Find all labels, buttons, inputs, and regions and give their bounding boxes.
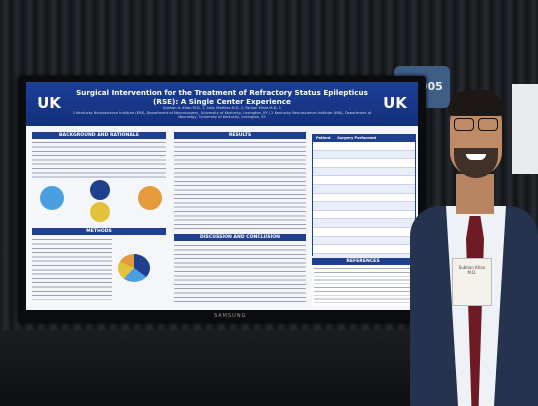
author-affiliations: 1 Kentucky Neuroscience Institute (KNI),…: [72, 110, 372, 120]
glasses-lens-right: [478, 118, 498, 131]
poster-authors: Subhan A. Khan M.D. 1, Sally Mathias M.D…: [66, 106, 378, 120]
diagram-circle-navy: [90, 180, 110, 200]
table-header: Patient Surgery Performed: [313, 135, 415, 142]
poster-title: Surgical Intervention for the Treatment …: [76, 88, 368, 106]
uk-logo-right: UK: [383, 94, 407, 112]
table-row: [313, 150, 415, 160]
poster-screen: UK UK Surgical Intervention for the Trea…: [26, 82, 418, 310]
references-text: [314, 267, 412, 304]
references-box: REFERENCES: [312, 258, 414, 306]
table-row: [313, 228, 415, 237]
methods-heading: METHODS: [32, 228, 166, 235]
table-row: [313, 142, 415, 151]
glasses-lens-left: [454, 118, 474, 131]
smile: [466, 154, 486, 160]
diagram-circle-yellow: [90, 202, 110, 222]
discussion-heading: DISCUSSION AND CONCLUSION: [174, 234, 306, 241]
tv-monitor: UK UK Surgical Intervention for the Trea…: [18, 76, 426, 323]
author-names: Subhan A. Khan M.D. 1, Sally Mathias M.D…: [162, 106, 281, 110]
table-header-patient: Patient: [316, 136, 331, 140]
table-row: [313, 245, 415, 254]
hair: [448, 90, 504, 116]
diagram-circle-orange: [138, 186, 162, 210]
uk-logo-left: UK: [37, 94, 61, 112]
table-row: [313, 236, 415, 246]
glasses: [454, 118, 500, 131]
table-row: [313, 194, 415, 203]
table-header-surgery: Surgery Performed: [337, 136, 376, 140]
results-text: [174, 141, 306, 231]
tv-brand-label: SAMSUNG: [214, 313, 247, 319]
table-row: [313, 211, 415, 220]
diagram-circle-blue: [40, 186, 64, 210]
neck: [456, 174, 494, 214]
background-text: [32, 141, 166, 181]
table-row: [313, 159, 415, 168]
table-row: [313, 219, 415, 228]
pie-chart: [118, 254, 150, 282]
whiteboard: [512, 84, 538, 174]
poster-banner: UK UK Surgical Intervention for the Trea…: [26, 82, 418, 126]
references-heading: REFERENCES: [312, 258, 414, 265]
table-row: [313, 176, 415, 185]
table-row: [313, 184, 415, 194]
methods-text: [32, 238, 112, 300]
table-row: [313, 202, 415, 211]
name-badge: Subhan Khan M.D.: [452, 258, 492, 306]
results-heading: RESULTS: [174, 132, 306, 139]
discussion-text: [174, 244, 306, 304]
table-row: [313, 167, 415, 177]
name-badge-text: Subhan Khan M.D.: [458, 265, 486, 275]
surgery-table: Patient Surgery Performed: [312, 134, 416, 263]
presenter: [400, 56, 538, 406]
background-heading: BACKGROUND AND RATIONALE: [32, 132, 166, 139]
